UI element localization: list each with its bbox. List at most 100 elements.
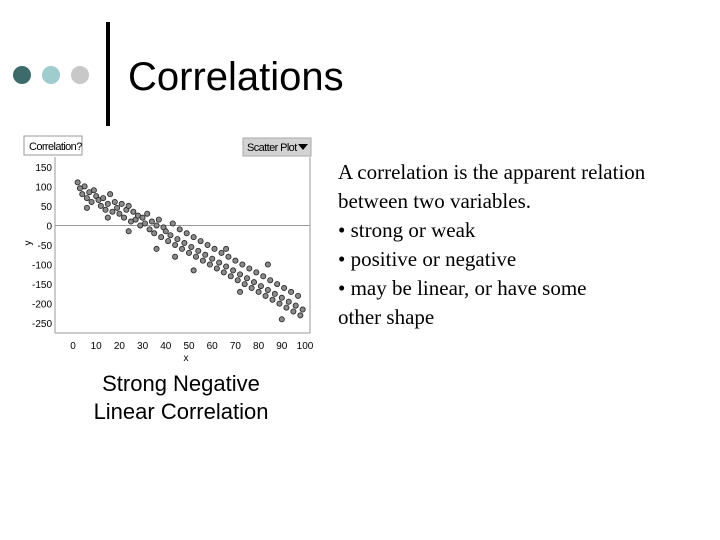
data-point <box>199 257 206 264</box>
data-point <box>188 243 195 250</box>
data-point <box>169 220 176 227</box>
data-point <box>141 220 148 227</box>
title-divider <box>106 22 110 126</box>
data-point <box>271 290 278 297</box>
data-point <box>81 183 88 190</box>
data-point <box>213 265 220 272</box>
x-axis-label: x <box>184 353 189 364</box>
data-point <box>295 292 302 299</box>
slide-title: Correlations <box>128 55 344 99</box>
data-point <box>148 218 155 225</box>
data-point <box>88 198 95 205</box>
data-point <box>79 191 86 198</box>
data-point <box>209 255 216 262</box>
y-tick-label: -50 <box>38 241 53 252</box>
data-point <box>174 236 181 243</box>
data-point <box>162 228 169 235</box>
x-tick-label: 80 <box>253 341 265 352</box>
x-tick-label: 50 <box>183 341 195 352</box>
data-point <box>155 216 162 223</box>
data-point <box>218 249 225 256</box>
decorative-dot-1 <box>13 66 31 84</box>
data-point <box>158 234 165 241</box>
x-tick-label: 100 <box>297 341 314 352</box>
data-point <box>243 275 250 282</box>
y-axis-label: y <box>23 241 34 246</box>
data-point <box>267 277 274 284</box>
panel-title: Correlation? <box>29 141 82 153</box>
chart-caption: Strong Negative Linear Correlation <box>60 370 302 426</box>
data-point <box>121 214 128 221</box>
bullet-positive-or-negative: • positive or negative <box>338 247 517 271</box>
data-point <box>181 240 188 247</box>
scatter-chart: Correlation? Scatter Plot 150100500-50-1… <box>23 135 314 364</box>
data-point <box>223 263 230 270</box>
y-tick-label: 100 <box>35 182 52 193</box>
y-tick-label: -100 <box>32 261 52 272</box>
x-tick-label: 20 <box>114 341 126 352</box>
data-point <box>151 230 158 237</box>
decorative-dot-2 <box>42 66 60 84</box>
y-tick-label: -250 <box>32 319 52 330</box>
data-point <box>139 214 146 221</box>
data-point <box>292 302 299 309</box>
data-point <box>264 286 271 293</box>
data-point <box>153 245 160 252</box>
data-point <box>190 267 197 274</box>
x-tick-labels: 0 10 20 30 40 50 60 70 80 90 100 <box>70 341 314 352</box>
data-point <box>195 247 202 254</box>
data-point <box>100 195 107 202</box>
data-point <box>125 202 132 209</box>
data-point <box>260 273 267 280</box>
data-point <box>190 234 197 241</box>
y-tick-label: -200 <box>32 300 52 311</box>
decorative-dots <box>13 66 95 84</box>
data-point <box>107 191 114 198</box>
scatter-points <box>74 179 306 323</box>
data-point <box>172 242 179 249</box>
data-point <box>220 269 227 276</box>
bullet-strong-or-weak: • strong or weak <box>338 218 476 242</box>
data-point <box>232 257 239 264</box>
data-point <box>97 202 104 209</box>
data-point <box>290 308 297 315</box>
y-tick-label: 0 <box>46 221 52 232</box>
data-point <box>104 214 111 221</box>
data-point <box>225 253 232 260</box>
data-point <box>262 292 269 299</box>
data-point <box>257 283 264 290</box>
y-tick-label: 50 <box>41 202 53 213</box>
data-point <box>253 269 260 276</box>
data-point <box>83 204 90 211</box>
data-point <box>227 273 234 280</box>
data-point <box>246 265 253 272</box>
data-point <box>288 288 295 295</box>
data-point <box>237 288 244 295</box>
data-point <box>130 208 137 215</box>
data-point <box>109 208 116 215</box>
data-point <box>167 232 174 239</box>
data-point <box>297 312 304 319</box>
body-line-2: between two variables. <box>338 189 532 213</box>
data-point <box>239 261 246 268</box>
data-point <box>234 277 241 284</box>
data-point <box>202 251 209 258</box>
panel-title-box <box>23 135 83 156</box>
data-point <box>118 200 125 207</box>
y-tick-labels: 150 100 50 0 -50 -100 -150 -200 -250 <box>32 163 52 330</box>
data-point <box>283 304 290 311</box>
x-tick-label: 30 <box>137 341 149 352</box>
x-tick-label: 60 <box>207 341 219 352</box>
data-point <box>299 306 306 313</box>
data-point <box>102 206 109 213</box>
data-point <box>172 253 179 260</box>
body-line-1: A correlation is the apparent relation <box>338 160 646 184</box>
data-point <box>197 238 204 245</box>
data-point <box>116 210 123 217</box>
data-point <box>278 316 285 323</box>
data-point <box>104 200 111 207</box>
data-point <box>269 296 276 303</box>
view-menu-button[interactable] <box>242 137 312 157</box>
data-point <box>179 245 186 252</box>
data-point <box>223 245 230 252</box>
